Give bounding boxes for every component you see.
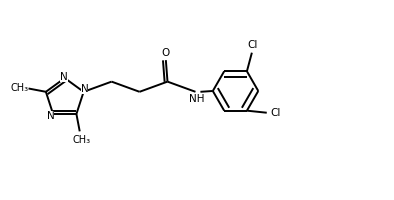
Text: N: N <box>60 72 68 82</box>
Text: Cl: Cl <box>271 108 281 118</box>
Text: N: N <box>80 84 88 94</box>
Text: CH₃: CH₃ <box>10 83 28 93</box>
Text: N: N <box>47 111 54 121</box>
Text: Cl: Cl <box>247 40 258 50</box>
Text: CH₃: CH₃ <box>72 135 91 145</box>
Text: O: O <box>162 48 170 58</box>
Text: NH: NH <box>190 94 205 104</box>
